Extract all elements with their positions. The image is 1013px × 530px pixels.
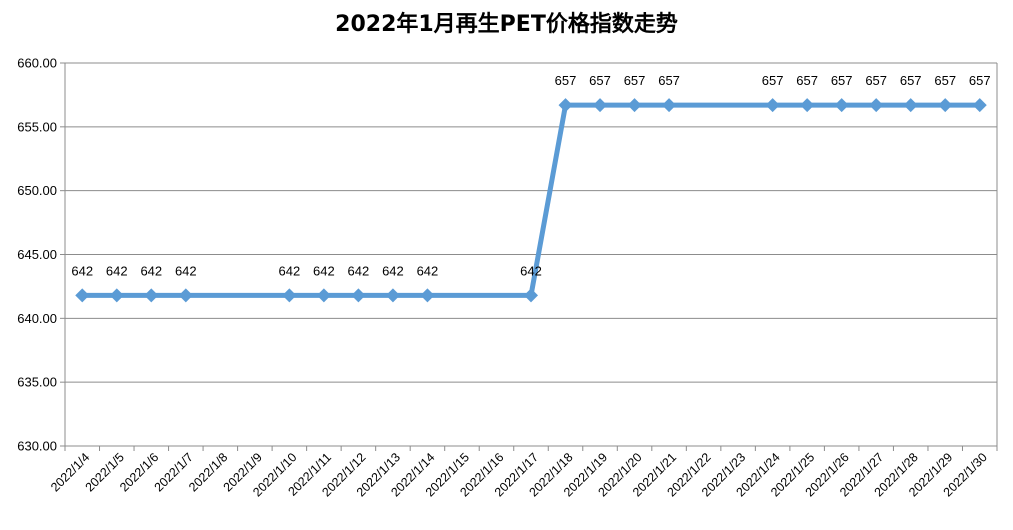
data-label: 657	[900, 73, 922, 88]
data-point-marker	[178, 288, 193, 303]
y-tick-label: 650.00	[17, 183, 57, 198]
data-point-marker	[109, 288, 124, 303]
data-point-marker	[385, 288, 400, 303]
data-point-marker	[144, 288, 159, 303]
data-label: 657	[762, 73, 784, 88]
data-label: 657	[865, 73, 887, 88]
data-label: 657	[831, 73, 853, 88]
data-label: 657	[555, 73, 577, 88]
y-tick-label: 635.00	[17, 375, 57, 390]
data-point-marker	[903, 98, 918, 113]
data-label: 642	[417, 263, 439, 278]
data-label: 642	[106, 263, 128, 278]
data-point-marker	[765, 98, 780, 113]
data-point-marker	[800, 98, 815, 113]
data-point-marker	[351, 288, 366, 303]
data-labels: 642 642 642 642 642 642 642 642 642 642 657 657 657 6…	[71, 73, 990, 278]
data-label: 642	[175, 263, 197, 278]
data-label: 642	[382, 263, 404, 278]
data-label: 657	[969, 73, 991, 88]
y-tick-label: 630.00	[17, 439, 57, 454]
data-point-marker	[282, 288, 297, 303]
chart-title: 2022年1月再生PET价格指数走势	[335, 12, 678, 37]
data-label: 657	[589, 73, 611, 88]
data-point-marker	[420, 288, 435, 303]
y-tick-label: 655.00	[17, 119, 57, 134]
y-tick-label: 640.00	[17, 311, 57, 326]
data-point-marker	[972, 98, 987, 113]
data-label: 642	[520, 263, 542, 278]
data-point-marker	[869, 98, 884, 113]
data-point-marker	[75, 288, 90, 303]
data-label: 642	[279, 263, 301, 278]
data-point-marker	[938, 98, 953, 113]
data-label: 642	[71, 263, 93, 278]
data-label: 657	[934, 73, 956, 88]
data-label: 642	[348, 263, 370, 278]
data-label: 657	[796, 73, 818, 88]
data-markers	[75, 98, 987, 303]
axes	[64, 63, 997, 447]
data-label: 642	[140, 263, 162, 278]
data-point-marker	[627, 98, 642, 113]
y-tick-label: 660.00	[17, 56, 57, 71]
x-axis-tick-labels: 2022/1/42022/1/52022/1/62022/1/72022/1/8…	[48, 450, 990, 499]
data-point-marker	[593, 98, 608, 113]
y-tick-label: 645.00	[17, 247, 57, 262]
data-label: 642	[313, 263, 335, 278]
data-label: 657	[624, 73, 646, 88]
data-point-marker	[316, 288, 331, 303]
data-point-marker	[662, 98, 677, 113]
data-point-marker	[524, 288, 538, 303]
grid-lines	[60, 62, 998, 451]
y-axis-tick-labels: 630.00 635.00 640.00 645.00 650.00 655.00 660.…	[17, 56, 57, 454]
data-point-marker	[558, 98, 573, 113]
data-point-marker	[834, 98, 849, 113]
data-label: 657	[658, 73, 680, 88]
